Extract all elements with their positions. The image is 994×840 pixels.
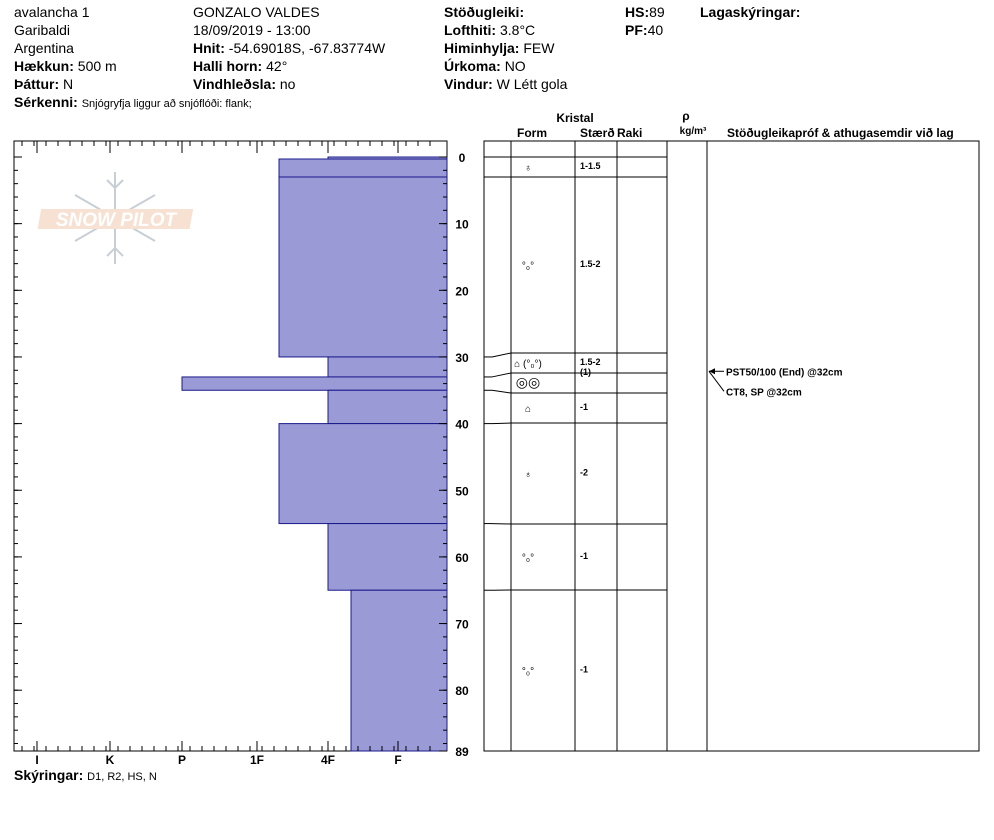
size-header: Stærð <box>580 126 615 140</box>
hardness-tick-label: I <box>35 753 38 767</box>
stability-test-label: CT8, SP @32cm <box>726 387 802 398</box>
observation-datetime: 18/09/2019 - 13:00 <box>193 22 311 38</box>
depth-tick-label: 50 <box>455 484 469 498</box>
tests-header: Stöðugleikapróf & athugasemdir við lag <box>727 126 954 140</box>
grain-form-icon: ⌂ (°₀°) <box>514 359 542 370</box>
grain-form-icon: ⌂ <box>525 404 531 415</box>
hardness-tick-label: K <box>106 753 115 767</box>
observer-name: GONZALO VALDES <box>193 4 320 20</box>
hardness-axis: I K P 1F 4F F <box>21 141 431 767</box>
grain-size-label: -1 <box>580 402 588 412</box>
density-unit-header: kg/m³ <box>680 126 707 137</box>
form-header: Form <box>517 126 547 140</box>
elevation-row: Hækkun: 500 m <box>14 58 117 74</box>
layer-table-rows: ♁ 1-1.5°₀° 1.5-2⌂ (°₀°) 1.5-2(1)◎◎⌂ -1♁ -2°₀°… <box>484 156 667 678</box>
depth-tick-label: 0 <box>459 151 466 165</box>
hardness-tick-label: F <box>394 753 401 767</box>
grain-size-label: -1 <box>580 551 588 561</box>
test-pointer <box>708 370 725 392</box>
grain-size-label: -1 <box>580 665 588 675</box>
hardness-tick-label: 4F <box>321 753 335 767</box>
hardness-bar <box>350 589 448 752</box>
moisture-header: Raki <box>617 126 642 140</box>
aspect-row: Þáttur: N <box>14 76 74 92</box>
grain-form-icon: ♁ <box>524 470 532 481</box>
crystal-header: Kristal <box>556 111 593 125</box>
hardness-tick-label: 1F <box>250 753 264 767</box>
hardness-bars <box>181 156 448 752</box>
arrow-icon <box>709 368 715 375</box>
coords-row: Hnit: -54.69018S, -67.83774W <box>193 40 386 56</box>
sky-row: Himinhylja: FEW <box>444 40 555 56</box>
hs-row: HS:89 <box>625 4 665 20</box>
depth-tick-label: 10 <box>455 218 469 232</box>
depth-tick-label: 60 <box>455 551 469 565</box>
precip-row: Úrkoma: NO <box>444 58 526 74</box>
wind-loading-row: Vindhleðsla: no <box>193 76 296 92</box>
grain-size-label: 1.5-2 <box>580 259 601 269</box>
depth-tick-label: 40 <box>455 418 469 432</box>
hardness-bar <box>181 376 448 391</box>
grain-size-label: (1) <box>580 367 591 377</box>
hardness-tick-label: P <box>178 753 186 767</box>
grain-form-icon: °₀° <box>522 667 534 678</box>
depth-connector <box>491 372 512 378</box>
grain-form-icon: ◎◎ <box>516 374 540 390</box>
hardness-bar <box>278 158 448 178</box>
slope-row: Halli horn: 42° <box>193 58 288 74</box>
location-name: avalancha 1 <box>14 4 90 20</box>
pf-row: PF:40 <box>625 22 664 38</box>
depth-axis: 0 10 20 30 40 50 60 70 80 89 <box>14 151 469 759</box>
stability-test-label: PST50/100 (End) @32cm <box>726 367 843 378</box>
wind-row: Vindur: W Létt gola <box>444 76 568 92</box>
location-range: Garibaldi <box>14 22 71 38</box>
air-temp-row: Lofthiti: 3.8°C <box>444 22 536 38</box>
hardness-bar <box>327 389 448 425</box>
snowpilot-logo-icon: SNOW PILOT <box>37 172 194 264</box>
grain-size-label: 1-1.5 <box>580 161 601 171</box>
rho-header: ρ <box>682 109 689 123</box>
depth-tick-label: 70 <box>455 618 469 632</box>
hardness-bar <box>278 423 448 525</box>
legend-row: Skýringar: D1, R2, HS, N <box>14 767 157 783</box>
svg-text:SNOW PILOT: SNOW PILOT <box>56 210 178 231</box>
stability-tests: PST50/100 (End) @32cm CT8, SP @32cm <box>708 367 843 398</box>
grain-form-icon: °₀° <box>522 553 534 564</box>
grain-form-icon: ♁ <box>524 163 532 174</box>
depth-connector <box>491 389 512 394</box>
depth-connector <box>491 422 512 425</box>
grain-size-label: 1.5-2 <box>580 357 601 367</box>
grain-form-icon: °₀° <box>522 261 534 272</box>
stability-row: Stöðugleiki: <box>444 4 525 20</box>
hardness-bar <box>327 356 448 378</box>
layer-table-frame <box>483 140 980 752</box>
hardness-bar <box>327 523 448 591</box>
depth-tick-label: 80 <box>455 684 469 698</box>
depth-connector <box>491 352 512 358</box>
layer-notes-label: Lagaskýringar: <box>700 4 801 20</box>
location-country: Argentina <box>14 40 74 56</box>
depth-tick-label: 89 <box>455 745 469 759</box>
depth-tick-label: 20 <box>455 284 469 298</box>
depth-tick-label: 30 <box>455 351 469 365</box>
features-row: Sérkenni: Snjógryfja liggur að snjóflóði… <box>14 94 252 110</box>
grain-size-label: -2 <box>580 468 588 478</box>
hardness-bar <box>278 176 448 358</box>
